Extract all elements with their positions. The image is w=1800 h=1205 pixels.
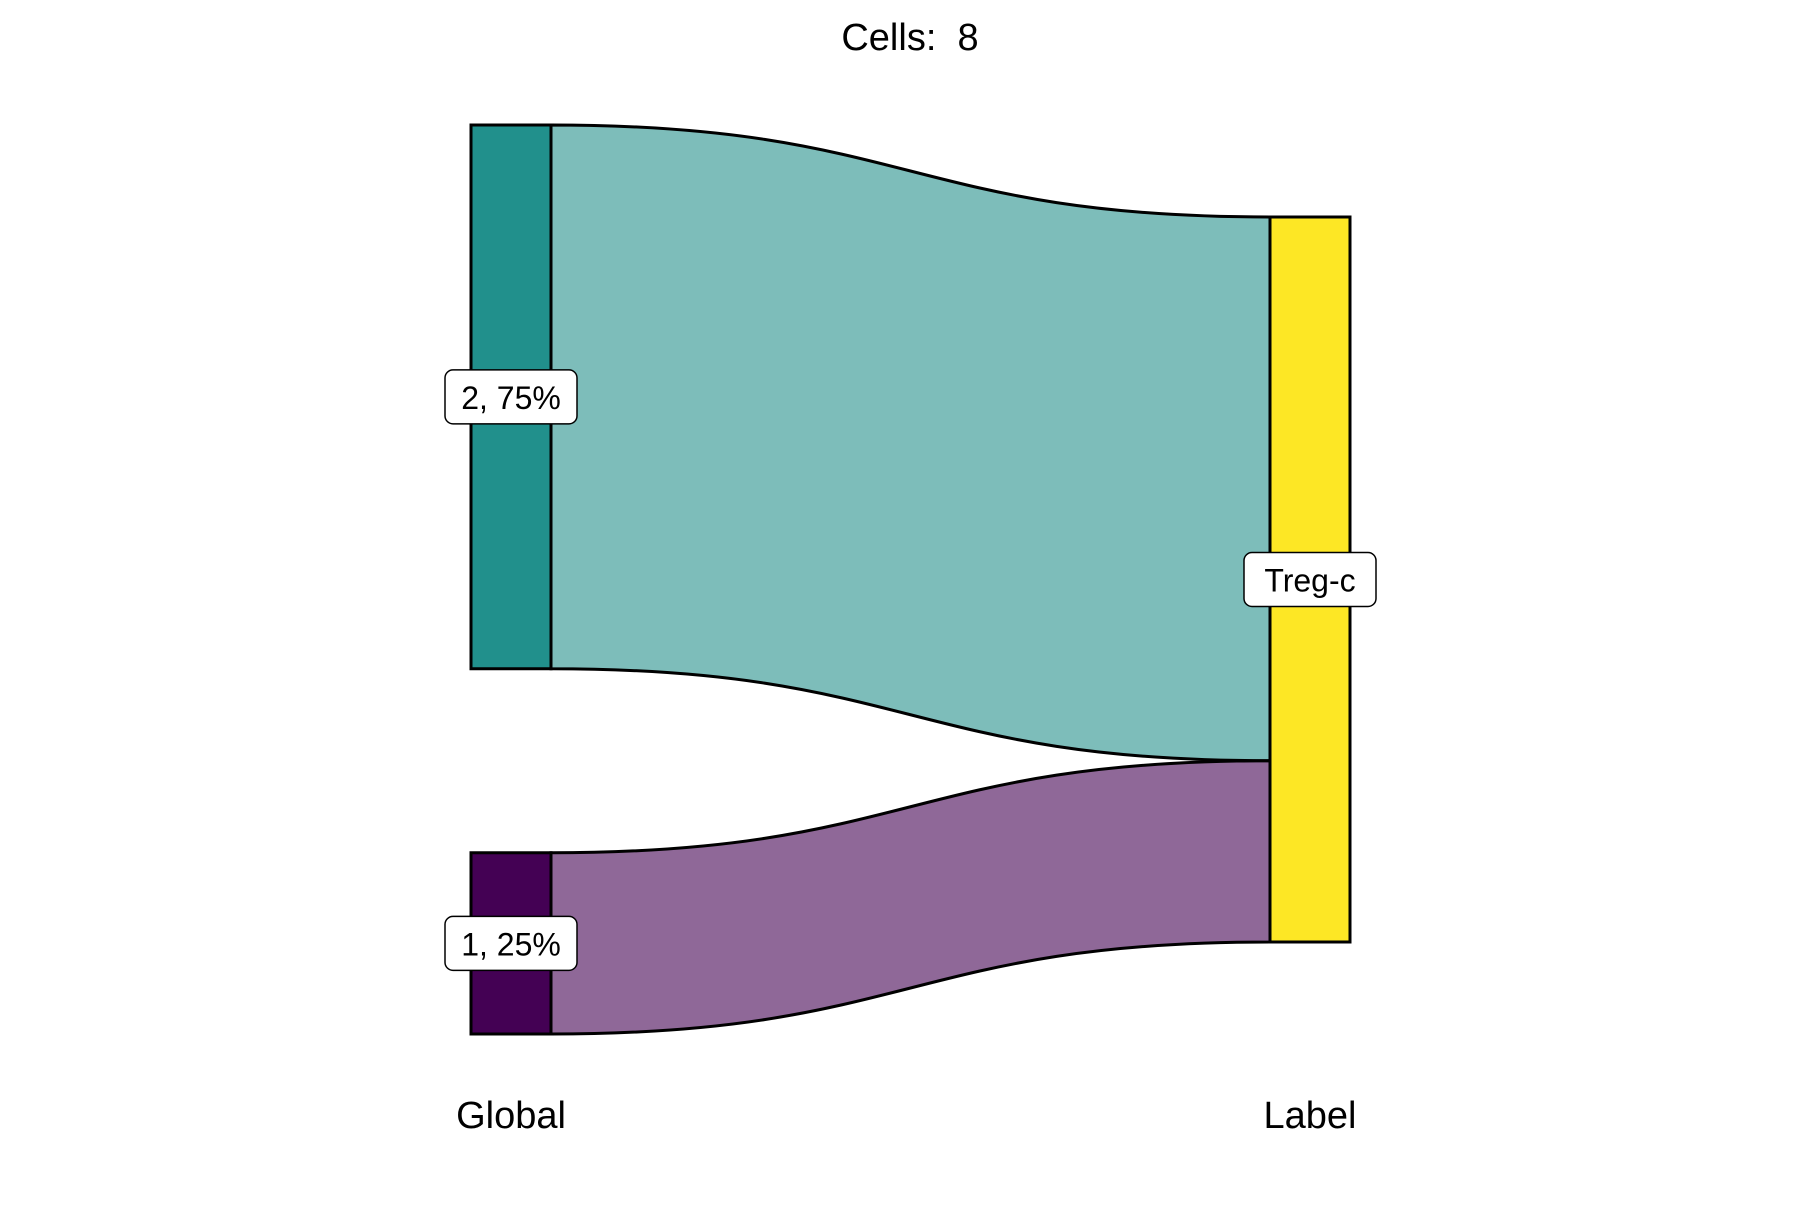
chart-title: Cells: 8 [841, 17, 978, 59]
node-label-g2: 2, 75% [444, 369, 578, 425]
node-label-text-g2: 2, 75% [461, 380, 561, 416]
node-label-box-treg [1243, 551, 1377, 608]
flow-g1-to-treg [549, 759, 1272, 1036]
node-label-g1: 1, 25% [444, 915, 578, 972]
axis-labels-layer: Global Label [456, 1095, 1356, 1137]
node-label-box-g2 [444, 369, 578, 425]
links-layer [549, 123, 1272, 1036]
labels-layer: 2, 75% 1, 25% Treg-c [444, 369, 1377, 972]
node-label-box-g1 [444, 915, 578, 972]
node-label-text-g1: 1, 25% [461, 926, 561, 962]
node-label-text-treg: Treg-c [1264, 563, 1355, 599]
node-label-treg: Treg-c [1243, 551, 1377, 608]
flow-g2-to-treg [549, 123, 1272, 763]
axis-label-label: Label [1264, 1095, 1357, 1137]
axis-label-global: Global [456, 1095, 566, 1137]
